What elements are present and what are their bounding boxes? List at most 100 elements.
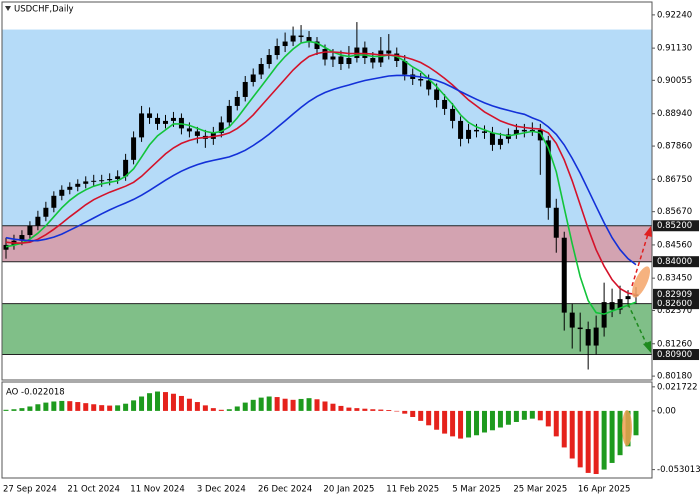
ao-frame (1, 381, 653, 479)
level-label-box (653, 256, 699, 268)
candle-body (131, 137, 137, 160)
ao-bar (497, 410, 503, 428)
candle-body (123, 159, 129, 177)
candle-body (162, 120, 168, 124)
ao-bar (11, 409, 17, 411)
ao-bar (529, 410, 535, 419)
up-arrow (631, 233, 649, 287)
ao-bar (609, 410, 615, 463)
ao-bar (258, 397, 264, 411)
candle-body (43, 207, 49, 217)
y-tick-label: 0.88940 (657, 109, 692, 119)
candle-body (107, 179, 113, 181)
candle-body (19, 235, 25, 241)
ao-bar (210, 408, 216, 411)
candle-body (75, 183, 81, 187)
candle-body (458, 120, 464, 139)
y-tick-label: 0.90055 (657, 76, 692, 86)
candle-body (434, 89, 440, 100)
moving-average-line (5, 51, 637, 296)
level-label: 0.84000 (657, 257, 692, 267)
ao-bar (458, 410, 464, 439)
level-label-box (653, 298, 699, 310)
ao-bar (402, 410, 408, 414)
ao-bar (370, 409, 376, 411)
candle-body (442, 99, 448, 109)
ao-bar (3, 409, 9, 411)
y-tick-label: 0.021722 (657, 382, 698, 392)
x-tick-label: 27 Sep 2024 (3, 485, 57, 495)
ao-bar (59, 400, 65, 411)
candle-body (609, 302, 615, 310)
candle-body (617, 299, 623, 310)
chart-title: USDCHF,Daily (14, 5, 74, 15)
candle-body (338, 56, 344, 65)
ao-bar (178, 395, 184, 411)
candle-body (346, 58, 352, 65)
ao-bar (418, 410, 424, 421)
ao-bar (314, 399, 320, 411)
y-tick-label: -0.053013 (657, 465, 700, 475)
ao-bar (266, 396, 272, 411)
symbol-icon (5, 6, 11, 11)
y-tick-label: 0.87860 (657, 142, 692, 152)
ao-bar (513, 410, 519, 422)
ao-bar (601, 410, 607, 470)
candle-body (513, 129, 519, 135)
ao-bar (19, 408, 25, 411)
zone (2, 303, 652, 355)
y-tick-label: 0.86750 (657, 175, 692, 185)
up-arrow-head (644, 226, 652, 237)
last-price-box (653, 288, 699, 300)
ao-bar (489, 410, 495, 431)
ao-bar (139, 396, 145, 411)
candle-body (537, 129, 543, 141)
candle-body (194, 131, 200, 136)
zone (2, 29, 652, 226)
down-arrow-head (643, 341, 651, 353)
zone (2, 225, 652, 262)
candle-body (402, 61, 408, 75)
ao-bar (593, 410, 599, 475)
ao-bar (561, 410, 567, 448)
candle-body (35, 216, 41, 226)
ao-bar (474, 410, 480, 436)
ao-bar (75, 402, 81, 411)
ao-bar (466, 410, 472, 438)
candle-body (186, 128, 192, 132)
x-tick-label: 11 Feb 2025 (386, 485, 439, 495)
candle-body (306, 37, 312, 42)
candle-body (418, 78, 424, 81)
candle-body (226, 105, 232, 123)
ao-bar (194, 402, 200, 411)
ao-bar (91, 404, 97, 411)
ao-bar (226, 409, 232, 411)
ao-bar (338, 405, 344, 411)
ao-bar (553, 410, 559, 437)
candle-body (91, 180, 97, 182)
ao-bar (147, 393, 153, 411)
candle-body (569, 312, 575, 328)
ao-bar (505, 410, 511, 425)
candle-body (266, 55, 272, 65)
ao-bar (426, 410, 432, 426)
x-tick-label: 20 Jan 2025 (323, 485, 374, 495)
ao-bar (617, 410, 623, 456)
candle-body (314, 41, 320, 50)
ao-bar (282, 398, 288, 411)
candle-body (322, 49, 328, 60)
ao-bar (450, 410, 456, 437)
ao-bar (633, 410, 639, 436)
ao-bar (27, 406, 33, 411)
candle-body (258, 64, 264, 75)
candle-body (298, 35, 304, 38)
moving-average-line (5, 74, 637, 266)
ao-bar (250, 399, 256, 411)
candle-body (561, 237, 567, 313)
candle-body (521, 129, 527, 132)
ao-bar (481, 410, 487, 433)
ao-bar (99, 405, 105, 411)
ao-bar (434, 410, 440, 430)
